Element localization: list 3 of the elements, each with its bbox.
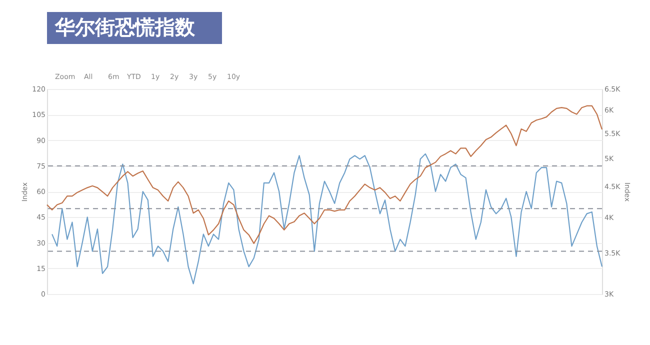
line-series bbox=[46, 105, 603, 244]
line-series bbox=[51, 153, 603, 284]
chart-title: 华尔街恐慌指数 bbox=[54, 15, 196, 39]
